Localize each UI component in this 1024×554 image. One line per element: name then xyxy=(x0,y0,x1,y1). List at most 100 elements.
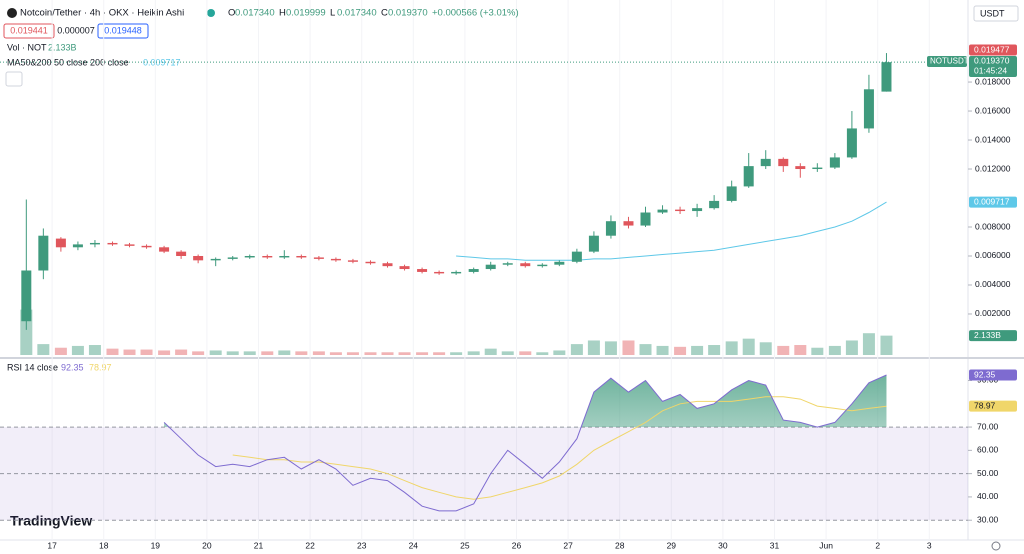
volume-bar xyxy=(416,352,429,355)
y-tick-label: 0.014000 xyxy=(975,134,1011,144)
volume-bar xyxy=(674,346,687,355)
volume-bar xyxy=(604,341,617,355)
candle-body xyxy=(330,258,341,261)
ohlc-label: H xyxy=(279,8,286,19)
candle-body xyxy=(812,167,823,170)
x-tick-label: 30 xyxy=(718,540,728,550)
ohlc-value: 0.017340 xyxy=(235,8,275,19)
y-tick-label: 0.004000 xyxy=(975,279,1011,289)
bid-box[interactable] xyxy=(3,23,55,39)
candle-body xyxy=(692,208,703,212)
volume-bar xyxy=(278,350,291,355)
x-tick-label: 19 xyxy=(151,540,161,550)
volume-bar xyxy=(381,352,394,355)
candle-body xyxy=(417,269,428,272)
volume-bar xyxy=(261,351,274,355)
candle-body xyxy=(623,221,634,226)
candle-body xyxy=(846,128,857,158)
volume-bar xyxy=(158,350,171,355)
candle-body xyxy=(743,166,754,187)
y-tick-label: 0.002000 xyxy=(975,308,1011,318)
y-tick-label: 0.016000 xyxy=(975,105,1011,115)
candle-body xyxy=(227,257,238,259)
ma-legend-value: 0.009717 xyxy=(143,57,181,67)
rsi-legend: RSI 14 close xyxy=(7,362,58,372)
candle-body xyxy=(502,263,513,265)
candle-body xyxy=(382,263,393,267)
ohlc-value: 0.019999 xyxy=(286,8,326,19)
candle-body xyxy=(863,89,874,129)
candle-body xyxy=(795,166,806,170)
candle-body xyxy=(537,264,548,267)
bid: 0.019441 xyxy=(10,25,48,35)
currency: USDT xyxy=(980,8,1005,18)
last-label-bg xyxy=(969,56,1017,77)
candle-body xyxy=(778,158,789,167)
candle-body xyxy=(485,264,496,270)
volume-bar xyxy=(742,338,755,355)
ma-label: 0.009717 xyxy=(974,196,1010,206)
volume-bar xyxy=(828,345,841,355)
volume-bar xyxy=(570,344,583,355)
candle-body xyxy=(588,235,599,252)
volume-bar xyxy=(346,352,359,355)
candle-body xyxy=(881,62,892,92)
chart-title[interactable]: Notcoin/Tether · 4h · OKX · Heikin Ashi xyxy=(20,8,184,19)
spread: 0.000007 xyxy=(57,25,95,35)
volume-bar xyxy=(123,349,136,355)
candle-body xyxy=(399,266,410,270)
candle-body xyxy=(38,235,49,271)
price-pane xyxy=(20,53,893,355)
x-tick-label: 28 xyxy=(615,540,625,550)
volume-label-bg xyxy=(969,330,1017,342)
candle-body xyxy=(657,209,668,213)
ask-box[interactable] xyxy=(97,23,149,39)
ask: 0.019448 xyxy=(104,25,142,35)
candle-body xyxy=(296,255,307,258)
candle-body xyxy=(829,157,840,168)
rsi-tick-label: 50.00 xyxy=(977,468,999,478)
candle-body xyxy=(640,212,651,226)
settings-icon[interactable] xyxy=(991,541,1001,551)
candle-body xyxy=(709,200,720,209)
y-tick-label: 0.018000 xyxy=(975,76,1011,86)
x-tick-label: 18 xyxy=(99,540,109,550)
currency-button[interactable] xyxy=(973,5,1019,22)
rsi-ma-legend-value: 78.97 xyxy=(89,362,112,372)
x-tick-label: 29 xyxy=(667,540,677,550)
volume-bar xyxy=(467,351,480,355)
volume-bar xyxy=(553,350,566,355)
volume-bar xyxy=(71,345,84,355)
volume-bar xyxy=(450,352,463,355)
candle-body xyxy=(107,242,118,245)
candle-body xyxy=(571,251,582,262)
x-tick-label: 17 xyxy=(47,540,57,550)
ma-label-bg xyxy=(969,196,1017,208)
candle-body xyxy=(72,244,83,248)
y-tick-label: 0.008000 xyxy=(975,221,1011,231)
x-tick-label: Jun xyxy=(819,540,833,550)
rsi-ma-label-bg xyxy=(969,400,1017,412)
volume-bar xyxy=(54,347,67,355)
x-tick-label: 23 xyxy=(357,540,367,550)
candle-body xyxy=(365,261,376,264)
volume-bar xyxy=(536,352,549,355)
volume-bar xyxy=(295,351,308,355)
volume-bar xyxy=(639,344,652,355)
symbol-label: NOTUSDT xyxy=(930,57,969,66)
collapse-button[interactable] xyxy=(5,71,23,87)
volume-bar xyxy=(398,352,411,355)
status-dot xyxy=(207,9,215,17)
ohlc-value: 0.017340 xyxy=(337,8,377,19)
x-tick-label: 22 xyxy=(305,540,315,550)
rsi-tick-label: 60.00 xyxy=(977,445,999,455)
candle-body xyxy=(55,238,66,248)
volume-bar xyxy=(880,335,893,355)
volume-bar xyxy=(312,351,325,355)
volume-bar xyxy=(777,345,790,355)
high-label: 0.019477 xyxy=(974,44,1010,54)
volume-bar xyxy=(725,341,738,355)
rsi-legend-value: 92.35 xyxy=(61,362,84,372)
